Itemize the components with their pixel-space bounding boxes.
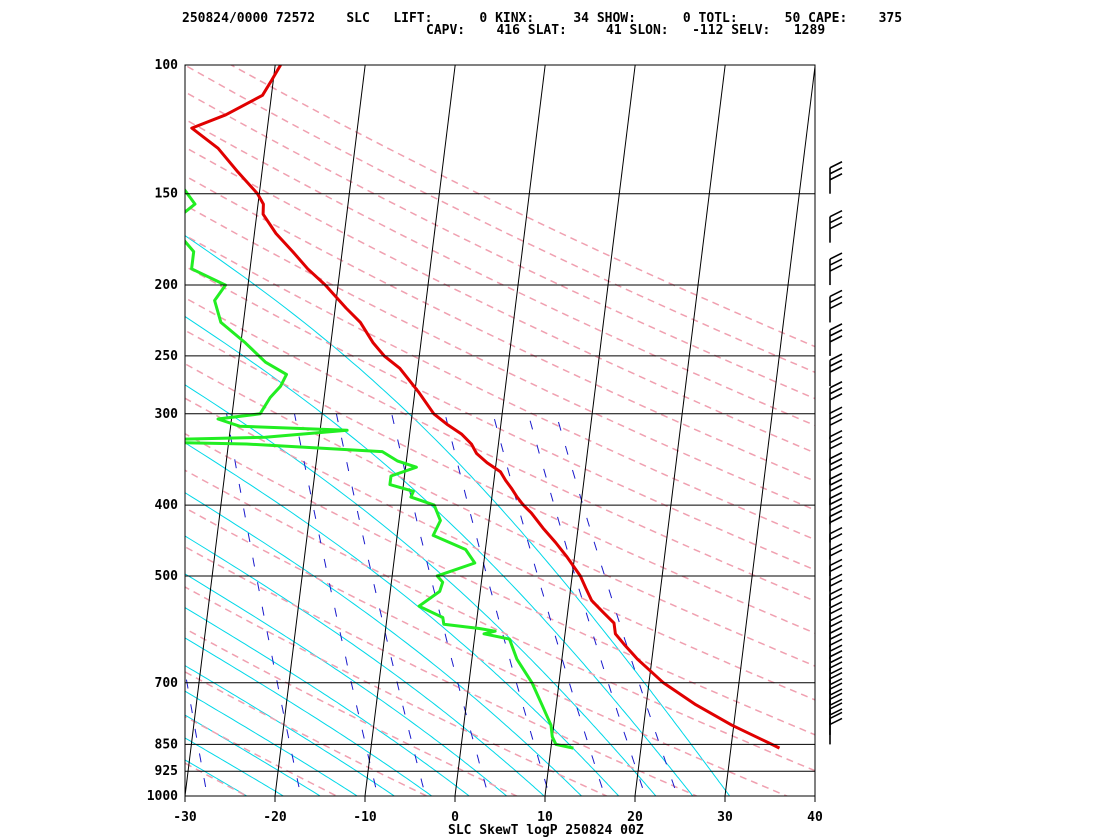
wind-barb [829, 161, 843, 194]
x-tick-label: 30 [717, 810, 733, 825]
mixing-ratio-line [492, 413, 606, 796]
temperature-profile [190, 65, 781, 750]
isotherm [454, 65, 546, 796]
mixing-ratio-line [555, 413, 679, 796]
moist-adiabat [185, 235, 731, 796]
wind-barb [829, 289, 843, 323]
wind-barb [829, 381, 843, 414]
moist-adiabat [185, 384, 657, 796]
dry-adiabat [230, 65, 815, 348]
dry-adiabat [185, 397, 815, 701]
y-tick-label: 700 [155, 676, 179, 691]
dry-adiabat [185, 715, 339, 796]
dry-adiabat [185, 507, 789, 796]
wind-barb [829, 353, 843, 387]
sounding-profiles [185, 65, 781, 750]
moist-adiabat [185, 315, 694, 796]
moist-adiabat [185, 607, 471, 796]
wind-barb [829, 711, 843, 745]
wind-barb [829, 451, 843, 485]
dry-adiabat [185, 146, 815, 454]
x-tick-label: 20 [627, 810, 643, 825]
x-tick-label: 0 [451, 810, 459, 825]
wind-barb [829, 323, 843, 356]
dry-adiabat [185, 204, 815, 511]
dry-adiabat [185, 545, 699, 796]
x-tick-label: -20 [263, 810, 287, 825]
moist-adiabat [185, 737, 285, 796]
isotherm [634, 65, 726, 796]
dry-adiabat [185, 265, 815, 571]
wind-barb [829, 429, 843, 463]
dry-adiabat [185, 469, 815, 772]
isotherm [3, 32, 99, 812]
mixing-ratio-line [335, 413, 426, 796]
y-tick-label: 200 [155, 278, 179, 293]
y-tick-label: 1000 [147, 789, 178, 804]
isotherm [544, 65, 636, 796]
wind-barb [829, 509, 843, 543]
dewpoint-profile [185, 187, 574, 750]
wind-barb [829, 573, 843, 607]
moist-adiabat [185, 442, 620, 796]
isotherm [185, 65, 276, 796]
header-line-2: CAPV: 416 SLAT: 41 SLON: -112 SELV: 1289 [426, 23, 825, 38]
isotherm [274, 65, 366, 796]
dry-adiabat [185, 174, 815, 483]
y-tick-label: 850 [155, 737, 179, 752]
y-tick-label: 150 [155, 187, 179, 202]
dry-adiabat [185, 627, 519, 796]
x-tick-label: -10 [353, 810, 377, 825]
isotherm [724, 65, 815, 796]
wind-barb [829, 209, 843, 243]
mixing-ratio-line [226, 413, 302, 796]
dry-adiabat [185, 91, 815, 400]
y-tick-label: 100 [155, 58, 179, 73]
isotherm [814, 792, 815, 796]
x-tick-label: -30 [173, 810, 197, 825]
moist-adiabat [185, 714, 322, 796]
dry-adiabat [185, 329, 815, 634]
moist-adiabat [185, 637, 433, 796]
isotherm [0, 32, 9, 812]
wind-barb [829, 472, 843, 506]
mixing-ratio-line [31, 414, 83, 812]
moist-adiabat [185, 535, 545, 796]
header-line-1: 250824/0000 72572 SLC LIFT: 0 KINX: 34 S… [182, 11, 902, 26]
dry-adiabat [185, 432, 815, 736]
mixing-ratio-line [527, 413, 646, 796]
y-tick-label: 925 [155, 764, 178, 779]
moist-adiabat [185, 759, 248, 796]
dry-adiabat [185, 362, 815, 667]
x-tick-label: 40 [807, 810, 823, 825]
wind-barbs [829, 161, 843, 745]
y-tick-label: 300 [155, 407, 179, 422]
dry-adiabat [185, 296, 815, 602]
moist-adiabat [185, 573, 508, 796]
plot-border [184, 64, 816, 797]
moist-adiabat [185, 665, 396, 796]
mixing-ratio-line [85, 414, 144, 812]
y-tick-label: 400 [155, 498, 179, 513]
x-tick-label: 10 [537, 810, 553, 825]
wind-barb [829, 252, 843, 286]
moist-adiabat [185, 690, 359, 796]
footer-title: SLC SkewT logP 250824 00Z [448, 823, 644, 838]
isotherm [364, 65, 456, 796]
y-tick-label: 250 [155, 349, 179, 364]
background-lines [0, 32, 815, 812]
dry-adiabat [185, 586, 609, 796]
wind-barb [829, 406, 843, 440]
y-tick-label: 500 [155, 569, 179, 584]
dry-adiabat [185, 234, 815, 541]
